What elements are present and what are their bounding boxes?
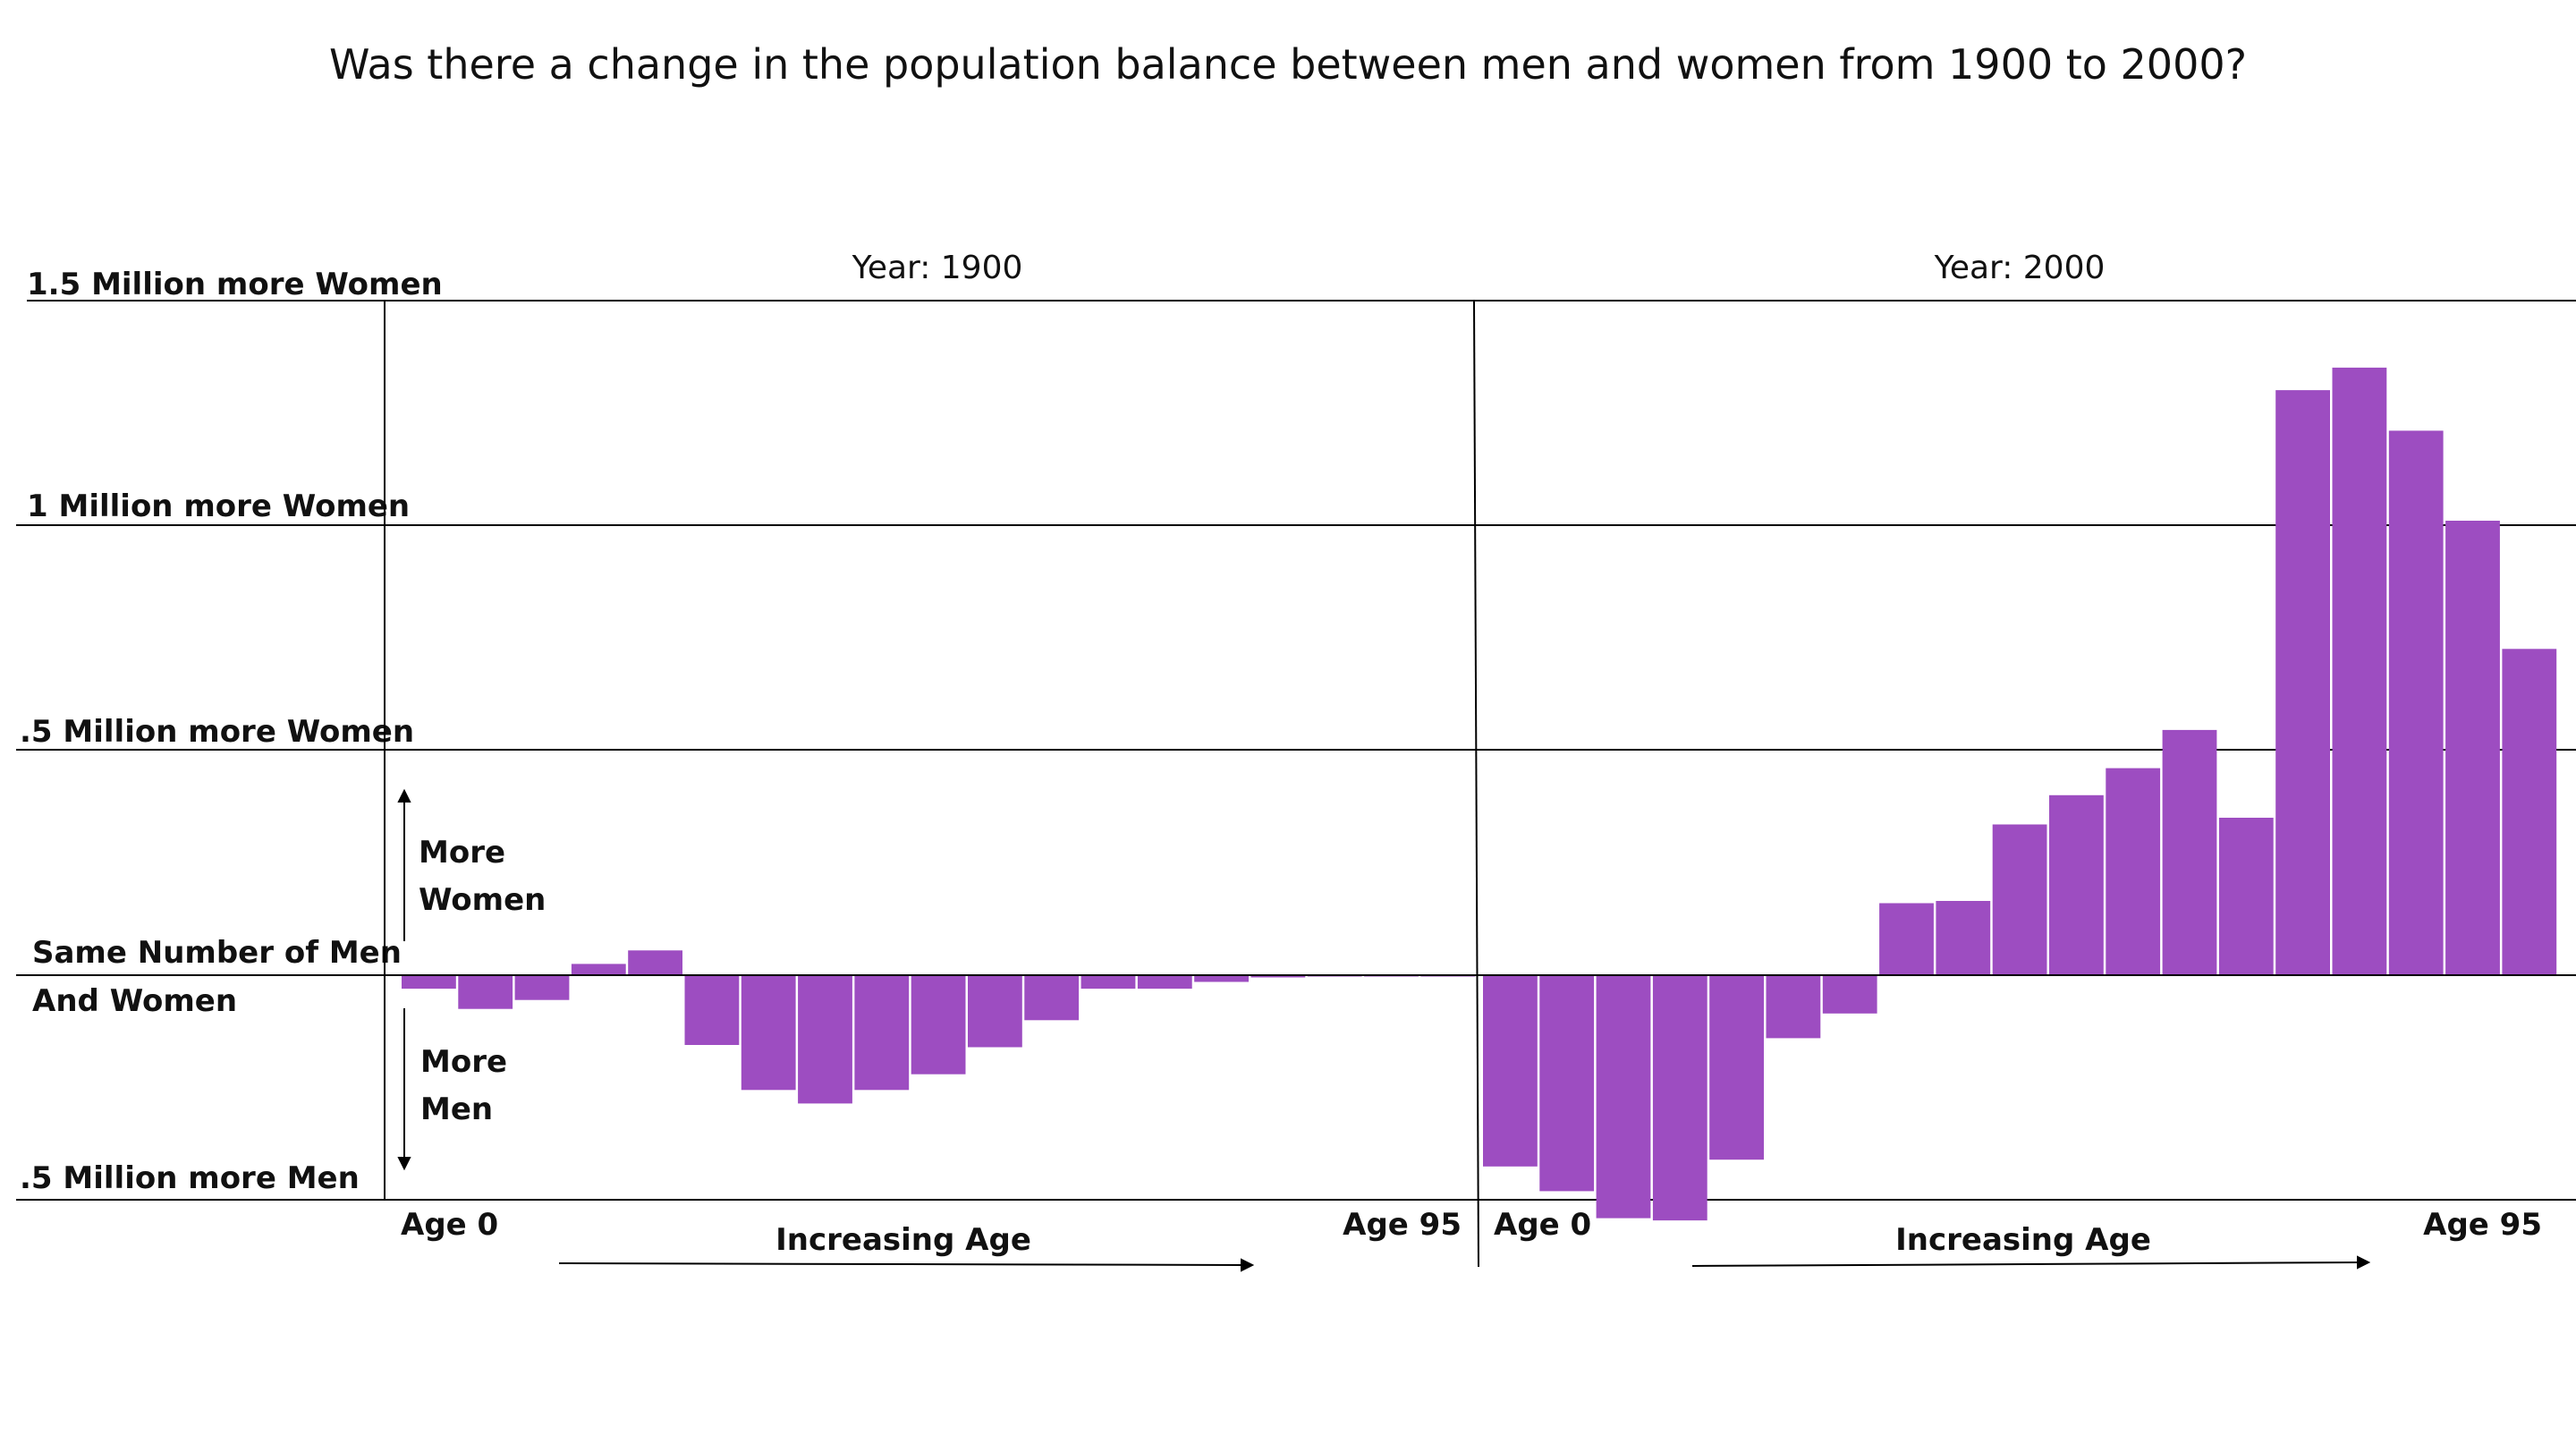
panel-1900-x-end-label: Age 95 [1343,1207,1462,1243]
bar-2000-14 [2275,390,2330,976]
bar-2000-0 [1483,975,1538,1167]
down-arrow-icon [397,1157,411,1171]
bar-1900-5 [684,975,740,1045]
panel-1900-title: Year: 1900 [852,250,1023,286]
panel-2000-age-arrow-shaft [1691,1261,2362,1267]
panel-2000-age-arrow [1691,1255,2371,1270]
bar-1900-8 [854,975,910,1091]
panel-1900-age-arrow [558,1258,1255,1272]
panel-2000-x-start-label: Age 0 [1494,1207,1591,1243]
up-arrow-icon [397,788,411,803]
gridlines [16,300,2576,1201]
bar-2000-13 [2218,818,2274,975]
more-women-label-line1: More [419,835,505,871]
panel-1900-age-arrow-shaft [558,1262,1246,1266]
bar-1900-1 [458,975,513,1009]
bar-2000-5 [1766,975,1821,1039]
more-men-label-line2: Men [420,1091,493,1127]
bar-2000-1 [1539,975,1595,1192]
panel-divider [1473,300,1479,1268]
bar-1900-13 [1137,975,1192,990]
bar-2000-9 [1992,824,2047,975]
bar-1900-6 [741,975,796,1091]
ytick-label-1m-women: 1 Million more Women [27,488,410,524]
ytick-label-1-5m-women: 1.5 Million more Women [27,267,443,302]
bars-2000 [1483,367,2557,1221]
bar-1900-7 [798,975,852,1104]
bar-1900-11 [1024,975,1080,1021]
bar-2000-3 [1652,975,1707,1221]
panel-1900-x-start-label: Age 0 [401,1207,498,1243]
bar-1900-0 [402,975,456,990]
bar-1900-3 [571,964,626,975]
panel-2000-age-arrow-icon [2357,1255,2371,1270]
ytick-label-0-5m-men: .5 Million more Men [20,1160,360,1196]
ytick-label-0-5m-women: .5 Million more Women [20,714,414,750]
panel-2000-title: Year: 2000 [1934,250,2106,286]
ytick-label-same-line2: And Women [32,983,237,1019]
bar-1900-2 [514,975,570,1000]
bar-1900-9 [911,975,966,1075]
bar-2000-2 [1596,975,1651,1219]
bar-2000-16 [2388,430,2444,975]
bar-2000-8 [1936,901,1991,975]
more-women-label-line2: Women [419,882,546,918]
bar-1900-4 [628,950,682,975]
chart-title: Was there a change in the population bal… [329,40,2247,89]
panel-2000-x-end-label: Age 95 [2423,1207,2542,1243]
direction-annotation [397,788,411,1171]
bar-1900-15 [1250,975,1306,978]
bar-2000-18 [2502,649,2557,975]
bar-2000-6 [1822,975,1877,1014]
ytick-label-same-line1: Same Number of Men [32,935,402,971]
bar-2000-4 [1709,975,1764,1160]
more-men-label-line1: More [420,1044,507,1080]
panel-1900-age-arrow-icon [1241,1258,1255,1272]
bar-2000-17 [2445,521,2500,975]
panel-1900-x-axis-label: Increasing Age [775,1222,1031,1258]
bar-2000-15 [2332,367,2387,975]
bar-2000-7 [1879,903,1934,975]
bar-1900-12 [1080,975,1136,990]
bar-1900-14 [1194,975,1249,982]
bar-1900-10 [968,975,1022,1048]
panel-2000-x-axis-label: Increasing Age [1895,1222,2151,1258]
bars-1900 [402,950,1532,1104]
bar-2000-10 [2049,794,2104,975]
bar-2000-12 [2162,729,2217,975]
bar-2000-11 [2106,768,2161,975]
